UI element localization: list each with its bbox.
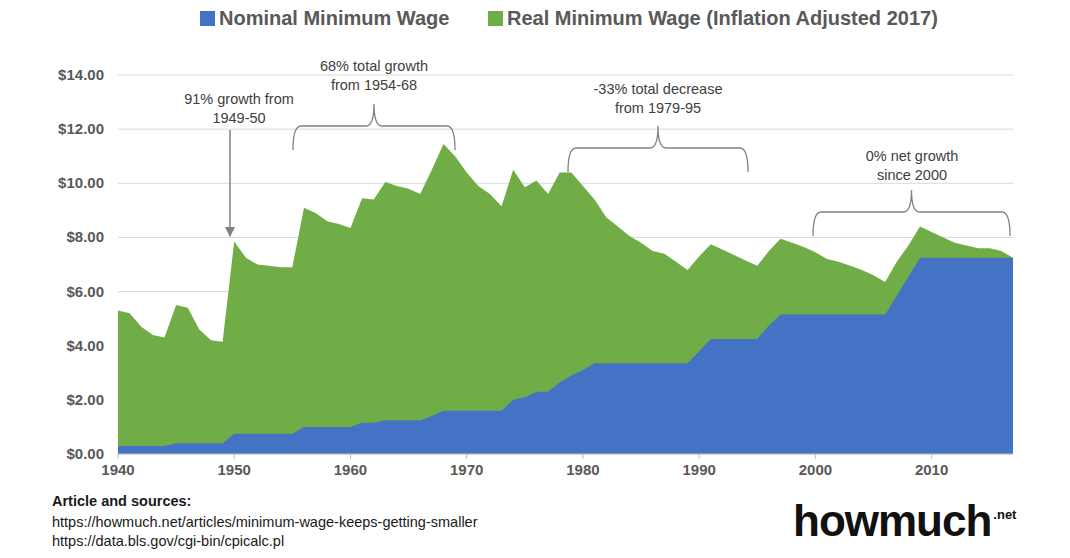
source-link: https://howmuch.net/articles/minimum-wag…: [52, 514, 478, 530]
legend-label: Real Minimum Wage (Inflation Adjusted 20…: [507, 7, 938, 29]
logo-suffix: .net: [993, 507, 1017, 522]
legend-swatch: [200, 11, 215, 26]
y-tick-label: $0.00: [66, 445, 104, 462]
x-tick-label: 2000: [799, 461, 832, 478]
y-tick-label: $14.00: [58, 66, 104, 83]
annotation-text: -33% total decrease: [594, 81, 723, 97]
x-tick: [815, 454, 816, 459]
x-tick: [699, 454, 700, 459]
x-tick: [582, 454, 583, 459]
y-tick-label: $10.00: [58, 174, 104, 191]
x-tick: [234, 454, 235, 459]
annotation-arrow: [229, 130, 231, 236]
x-tick-label: 1960: [334, 461, 367, 478]
grid-line: [118, 75, 1013, 76]
series-area: [118, 144, 1013, 454]
annotation-text: 0% net growth: [866, 148, 959, 164]
y-tick-label: $6.00: [66, 283, 104, 300]
x-tick-label: 2010: [915, 461, 948, 478]
legend-swatch: [488, 11, 503, 26]
x-tick-label: 1980: [566, 461, 599, 478]
legend-label: Nominal Minimum Wage: [219, 7, 449, 29]
y-tick-label: $12.00: [58, 120, 104, 137]
x-tick: [118, 454, 119, 459]
x-tick: [466, 454, 467, 459]
annotation-brace: [568, 126, 748, 172]
y-tick-label: $2.00: [66, 391, 104, 408]
grid-line: [118, 129, 1013, 130]
x-tick: [350, 454, 351, 459]
x-tick-label: 1990: [682, 461, 715, 478]
annotation-brace: [293, 104, 455, 150]
annotation-text: 1949-50: [212, 110, 265, 126]
annotation-text: 91% growth from: [184, 91, 294, 107]
logo: howmuch: [793, 496, 991, 545]
series-area: [118, 258, 1013, 454]
annotation-text: since 2000: [877, 167, 947, 183]
annotation-text: from 1979-95: [615, 100, 701, 116]
x-tick-label: 1970: [450, 461, 483, 478]
annotation-text: from 1954-68: [331, 77, 417, 93]
plot-area: [118, 144, 1013, 454]
source-heading: Article and sources:: [52, 493, 191, 509]
annotation-brace: [813, 190, 1010, 236]
annotation-text: 68% total growth: [320, 58, 428, 74]
y-tick-label: $8.00: [66, 228, 104, 245]
x-tick-label: 1940: [101, 461, 134, 478]
source-link: https://data.bls.gov/cgi-bin/cpicalc.pl: [52, 533, 284, 549]
grid-line: [118, 454, 1013, 455]
y-tick-label: $4.00: [66, 337, 104, 354]
x-tick: [931, 454, 932, 459]
x-axis-line: [118, 454, 1013, 455]
chart: $0.00 $2.00 $4.00 $6.00 $8.00 $10.00 $12.00 $14…: [0, 0, 1070, 558]
x-tick-label: 1950: [218, 461, 251, 478]
